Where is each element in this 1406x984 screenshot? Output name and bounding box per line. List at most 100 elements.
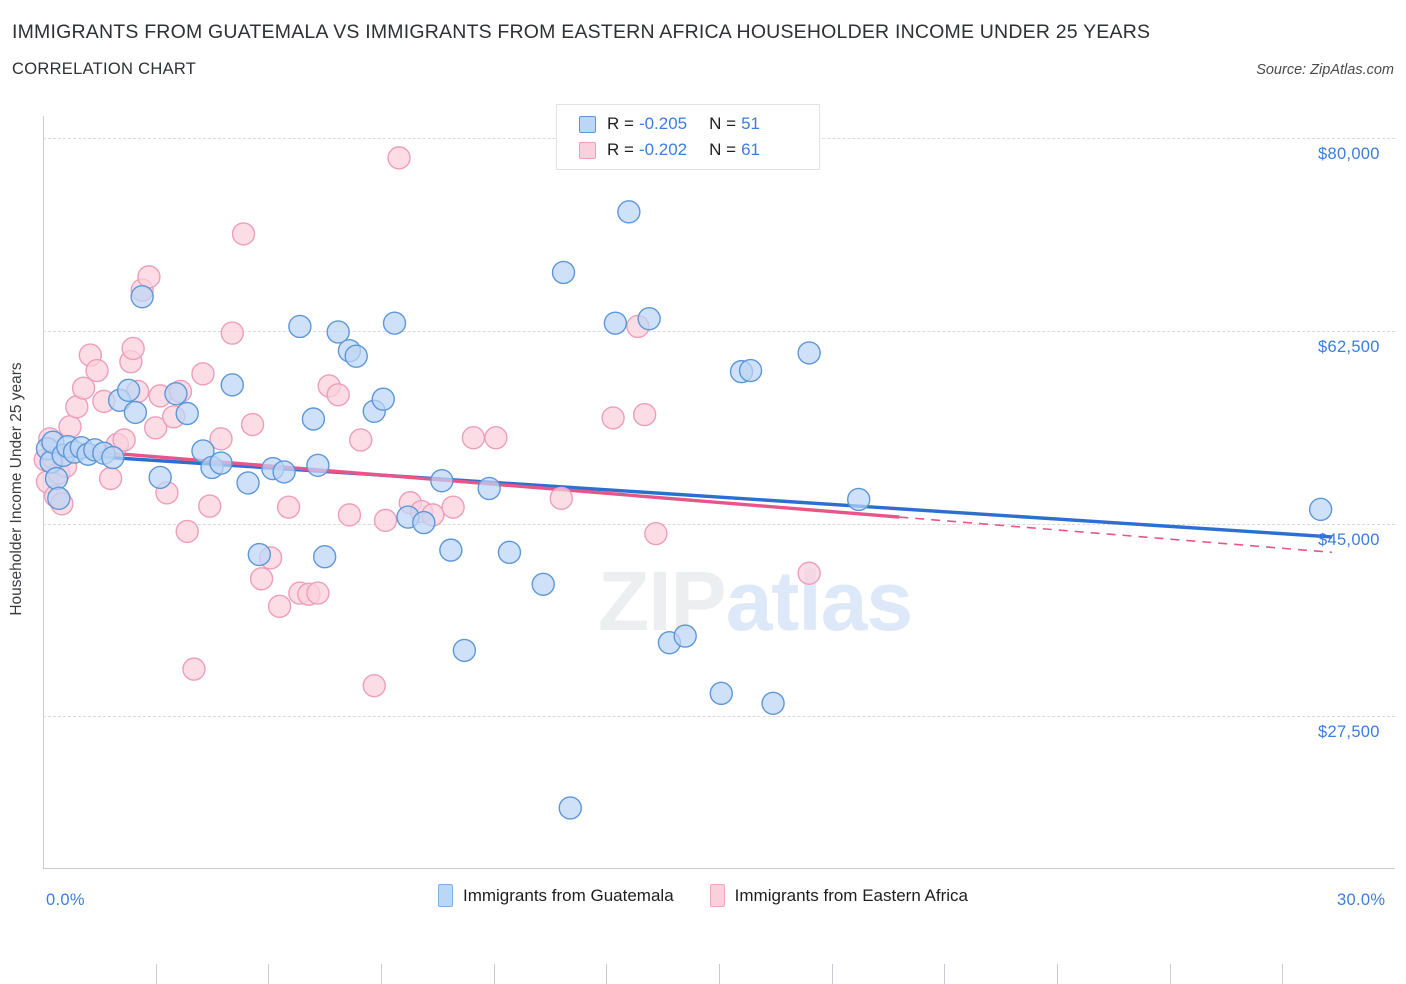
scatter-point[interactable] bbox=[101, 445, 125, 470]
scatter-point[interactable] bbox=[362, 673, 386, 698]
source-label: Source: ZipAtlas.com bbox=[1256, 62, 1394, 78]
scatter-point[interactable] bbox=[143, 416, 168, 440]
page-title: IMMIGRANTS FROM GUATEMALA VS IMMIGRANTS … bbox=[12, 21, 1151, 43]
scatter-point[interactable] bbox=[344, 344, 368, 368]
scatter-point[interactable] bbox=[617, 200, 641, 224]
plot-area: ZIPatlas bbox=[33, 116, 1395, 984]
scatter-point[interactable] bbox=[301, 407, 326, 431]
scatter-point[interactable] bbox=[551, 260, 576, 285]
scatter-point[interactable] bbox=[382, 311, 407, 335]
scatter-point[interactable] bbox=[121, 336, 145, 361]
scatter-point[interactable] bbox=[439, 538, 463, 562]
x-axis-tick bbox=[493, 964, 495, 984]
scatter-point[interactable] bbox=[797, 561, 821, 585]
scatter-point[interactable] bbox=[112, 428, 136, 452]
scatter-point[interactable] bbox=[47, 486, 71, 511]
scatter-point[interactable] bbox=[337, 503, 362, 527]
x-axis-tick bbox=[381, 964, 382, 984]
scatter-point[interactable] bbox=[288, 314, 312, 339]
scatter-point[interactable] bbox=[673, 624, 697, 648]
gridline bbox=[43, 330, 1395, 332]
scatter-point[interactable] bbox=[387, 146, 411, 170]
trendline-layer bbox=[42, 445, 1333, 554]
scatter-point[interactable] bbox=[247, 542, 272, 567]
scatter-point[interactable] bbox=[558, 796, 582, 820]
trendline bbox=[42, 445, 900, 519]
legend-item-guatemala[interactable]: Immigrants from Guatemala bbox=[437, 884, 674, 907]
scatter-point[interactable] bbox=[137, 265, 161, 289]
scatter-point[interactable] bbox=[797, 341, 821, 365]
x-axis-line bbox=[43, 868, 1395, 869]
x-axis-tick bbox=[944, 964, 946, 984]
scatter-point[interactable] bbox=[175, 401, 199, 426]
scatter-point[interactable] bbox=[249, 567, 274, 591]
scatter-point[interactable] bbox=[709, 681, 733, 706]
scatter-point[interactable] bbox=[484, 426, 508, 450]
scatter-point[interactable] bbox=[306, 581, 330, 605]
scatter-point[interactable] bbox=[477, 476, 501, 501]
scatter-point[interactable] bbox=[441, 495, 465, 519]
legend-item-eastern-africa[interactable]: Immigrants from Eastern Africa bbox=[709, 884, 969, 907]
scatter-point[interactable] bbox=[312, 545, 337, 569]
scatter-point[interactable] bbox=[198, 494, 222, 518]
scatter-point[interactable] bbox=[58, 415, 82, 439]
scatter-point[interactable] bbox=[182, 657, 206, 681]
scatter-point[interactable] bbox=[98, 466, 123, 491]
n-label-eastern-africa: N = bbox=[709, 140, 737, 159]
scatter-point[interactable] bbox=[632, 402, 657, 427]
scatter-point[interactable] bbox=[601, 406, 625, 430]
scatter-point[interactable] bbox=[220, 373, 244, 397]
scatter-point[interactable] bbox=[116, 378, 141, 403]
gridline bbox=[43, 523, 1395, 525]
correlation-stats-legend: R = -0.205 N = 51 R = -0.202 N = 61 bbox=[556, 104, 820, 170]
scatter-point[interactable] bbox=[209, 427, 233, 451]
scatter-point[interactable] bbox=[761, 691, 785, 715]
scatter-point[interactable] bbox=[175, 519, 199, 544]
scatter-point[interactable] bbox=[191, 362, 215, 386]
scatter-point[interactable] bbox=[267, 594, 292, 619]
legend-swatch-eastern-africa-icon bbox=[709, 884, 725, 907]
scatter-point[interactable] bbox=[603, 311, 628, 335]
scatter-point[interactable] bbox=[738, 358, 763, 383]
scatter-point[interactable] bbox=[549, 486, 573, 511]
scatter-point[interactable] bbox=[326, 320, 350, 344]
scatter-point[interactable] bbox=[847, 487, 871, 512]
y-axis-title: Householder Income Under 25 years bbox=[8, 362, 25, 616]
scatter-point[interactable] bbox=[164, 381, 188, 406]
scatter-point[interactable] bbox=[220, 321, 244, 345]
scatter-point[interactable] bbox=[637, 307, 661, 331]
scatter-point[interactable] bbox=[430, 469, 454, 493]
n-value-guatemala: 51 bbox=[741, 114, 760, 133]
scatter-point[interactable] bbox=[240, 412, 265, 437]
scatter-point[interactable] bbox=[452, 638, 477, 663]
scatter-point[interactable] bbox=[371, 387, 395, 411]
scatter-point[interactable] bbox=[644, 521, 668, 546]
scatter-point[interactable] bbox=[326, 383, 350, 407]
scatter-point[interactable] bbox=[412, 510, 436, 535]
chart-subtitle: CORRELATION CHART bbox=[12, 60, 197, 78]
scatter-point[interactable] bbox=[531, 572, 555, 596]
scatter-point[interactable] bbox=[373, 508, 398, 533]
scatter-point[interactable] bbox=[44, 466, 69, 491]
scatter-point[interactable] bbox=[1308, 497, 1333, 522]
scatter-point[interactable] bbox=[85, 358, 109, 383]
scatter-point[interactable] bbox=[130, 285, 154, 309]
scatter-point[interactable] bbox=[231, 222, 256, 246]
scatter-point[interactable] bbox=[123, 400, 148, 425]
x-axis-tick bbox=[155, 964, 157, 984]
scatter-point[interactable] bbox=[148, 465, 172, 490]
scatter-point[interactable] bbox=[497, 540, 522, 565]
scatter-point[interactable] bbox=[461, 426, 486, 450]
legend-label-eastern-africa: Immigrants from Eastern Africa bbox=[734, 885, 969, 905]
scatter-point[interactable] bbox=[276, 495, 301, 519]
scatter-point[interactable] bbox=[209, 451, 233, 475]
r-value-guatemala: -0.205 bbox=[638, 114, 688, 133]
n-label-guatemala: N = bbox=[709, 114, 737, 133]
scatter-point[interactable] bbox=[71, 376, 96, 400]
scatter-point[interactable] bbox=[272, 460, 296, 484]
y-tick-label: $27,500 bbox=[1318, 723, 1380, 742]
scatter-point[interactable] bbox=[236, 471, 260, 495]
legend-swatch-guatemala-icon bbox=[437, 884, 453, 907]
scatter-point[interactable] bbox=[349, 428, 373, 452]
scatter-point[interactable] bbox=[306, 453, 330, 477]
